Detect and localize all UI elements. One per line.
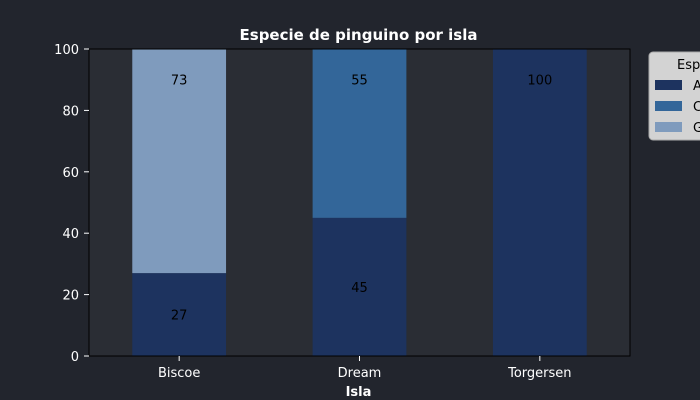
y-axis: 0 20 40 60 80 100 — [54, 43, 89, 365]
y-tick-label: 100 — [54, 43, 79, 58]
x-tick-label-dream: Dream — [338, 366, 382, 381]
bar-biscoe-a — [132, 273, 227, 356]
legend-swatch-g — [655, 122, 682, 132]
y-tick-label: 80 — [62, 104, 79, 119]
legend-box — [648, 51, 700, 141]
y-tick-label: 20 — [62, 289, 79, 304]
legend-label-g: G — [693, 121, 700, 136]
data-label-dream-c: 55 — [351, 74, 368, 89]
y-tick-label: 40 — [62, 227, 79, 242]
data-label-torgersen-a: 100 — [527, 74, 552, 89]
x-axis: Biscoe Dream Torgersen — [158, 356, 572, 381]
data-label-biscoe-a: 27 — [171, 309, 188, 324]
x-tick-label-torgersen: Torgersen — [507, 366, 571, 381]
y-tick-label: 0 — [71, 350, 79, 365]
x-axis-label: Isla — [346, 385, 372, 400]
legend-swatch-c — [655, 101, 682, 111]
data-label-biscoe-g: 73 — [171, 74, 188, 89]
legend-label-a: A — [693, 79, 700, 94]
legend: Esp ACG — [648, 51, 700, 141]
bar-torgersen-a — [492, 49, 587, 356]
y-tick-label: 60 — [62, 166, 79, 181]
bar-dream-c — [312, 49, 407, 218]
legend-title: Esp — [677, 58, 700, 73]
legend-label-c: C — [693, 100, 700, 115]
bar-biscoe-g — [132, 49, 227, 274]
data-label-dream-a: 45 — [351, 281, 368, 296]
chart-title: Especie de pinguino por isla — [240, 26, 478, 44]
data-labels-group: 27 73 45 55 100 — [171, 74, 552, 324]
bars-group — [132, 49, 587, 356]
legend-swatch-a — [655, 80, 682, 90]
x-tick-label-biscoe: Biscoe — [158, 366, 200, 381]
bar-dream-a — [312, 217, 407, 356]
